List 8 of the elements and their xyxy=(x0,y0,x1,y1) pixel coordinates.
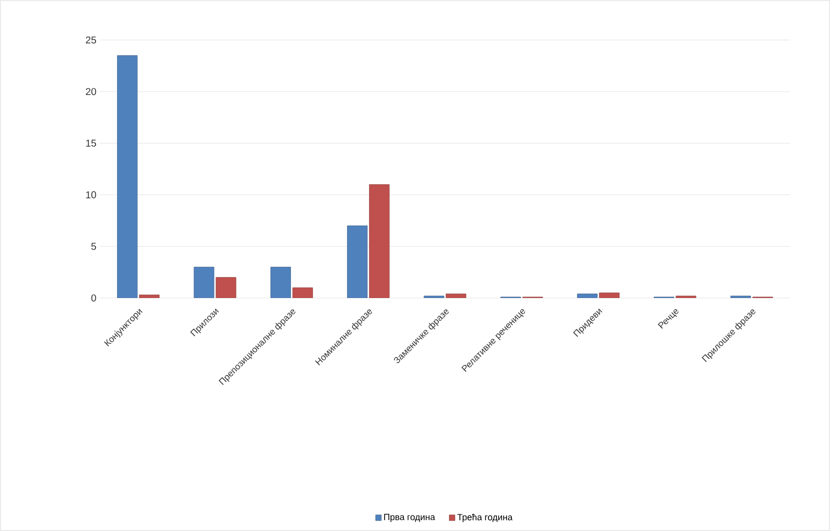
legend-label: Прва година xyxy=(384,514,436,522)
y-tick-label: 0 xyxy=(91,294,96,302)
y-tick-label: 15 xyxy=(86,140,96,147)
y-tick-label: 20 xyxy=(86,88,96,96)
y-tick-label: 10 xyxy=(86,191,96,198)
y-tick-label: 25 xyxy=(86,36,96,44)
y-tick-label: 5 xyxy=(91,242,96,250)
legend-label: Трећа година xyxy=(457,514,513,522)
